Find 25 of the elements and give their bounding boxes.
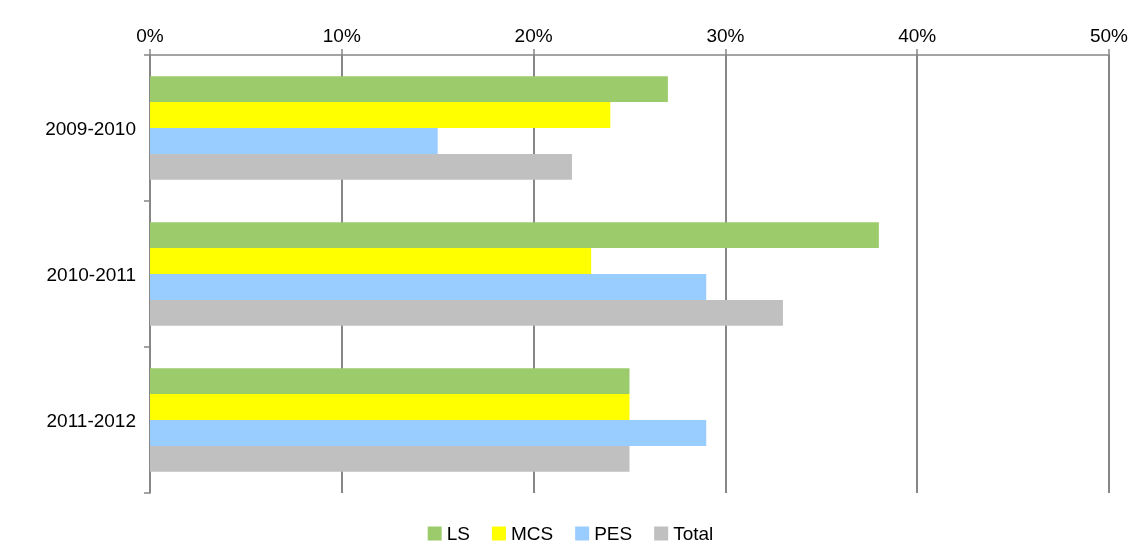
bar [150,248,592,274]
legend-label: Total [673,523,714,544]
x-tick-label: 20% [514,25,553,46]
legend-label: MCS [510,523,554,544]
x-tick-label: 30% [706,25,745,46]
bar [150,274,707,300]
bar [150,222,879,249]
legend-label: LS [446,523,470,544]
y-tick-label: 2009-2010 [45,117,136,139]
bar [150,420,707,446]
bar [150,299,783,326]
x-tick-label: 10% [322,25,361,46]
x-tick-label: 50% [1089,25,1129,46]
bar [150,76,668,103]
x-tick-label: 0% [136,25,164,46]
bar [150,128,438,154]
bar [150,153,572,180]
legend-label: PES [594,523,633,544]
bar [150,368,630,395]
y-tick-label: 2011-2012 [46,409,136,431]
y-tick-label: 2010-2011 [46,263,136,285]
bar [150,102,611,128]
bar [150,394,630,420]
bar [150,445,630,472]
x-tick-label: 40% [898,25,937,46]
